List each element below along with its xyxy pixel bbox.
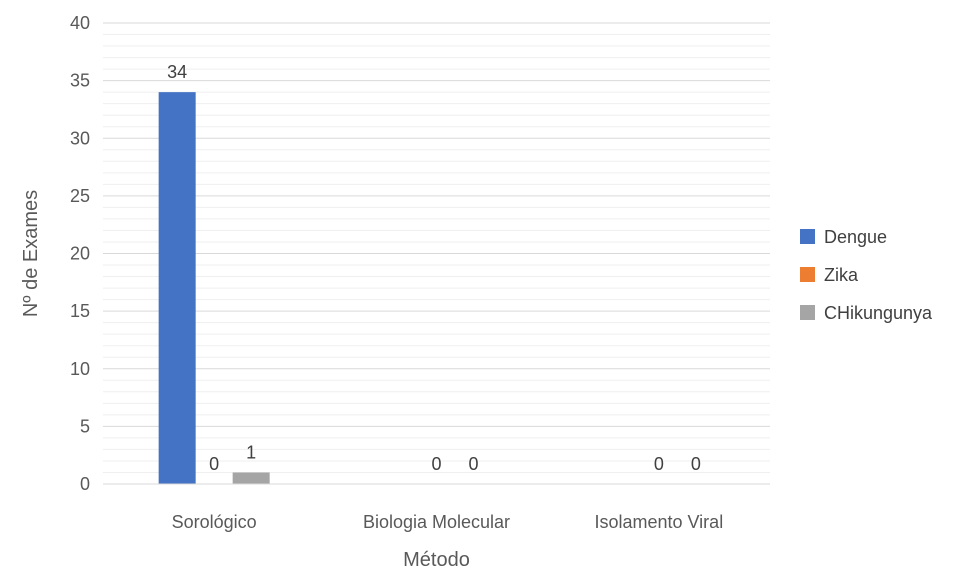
x-tick-label: Sorológico xyxy=(172,512,257,532)
y-tick-label: 20 xyxy=(70,244,90,264)
legend-label: CHikungunya xyxy=(824,303,933,323)
y-tick-label: 40 xyxy=(70,13,90,33)
data-label: 0 xyxy=(654,454,664,474)
data-label: 0 xyxy=(691,454,701,474)
y-tick-label: 10 xyxy=(70,359,90,379)
data-label: 1 xyxy=(246,442,256,462)
legend-label: Zika xyxy=(824,265,859,285)
legend-swatch-zika xyxy=(800,267,815,282)
bars xyxy=(158,92,270,485)
legend-swatch-dengue xyxy=(800,229,815,244)
y-tick-label: 25 xyxy=(70,186,90,206)
y-tick-label: 5 xyxy=(80,416,90,436)
y-axis-ticks: 0 5 10 15 20 25 30 35 40 xyxy=(70,13,90,494)
y-tick-label: 0 xyxy=(80,474,90,494)
y-tick-label: 35 xyxy=(70,71,90,91)
data-label: 0 xyxy=(209,454,219,474)
bar-dengue xyxy=(158,92,196,485)
x-axis-title: Método xyxy=(403,549,470,571)
legend: Dengue Zika CHikungunya xyxy=(800,227,933,323)
y-axis-title: Nº de Exames xyxy=(20,190,42,317)
x-tick-label: Isolamento Viral xyxy=(594,512,723,532)
legend-label: Dengue xyxy=(824,227,887,247)
x-tick-label: Biologia Molecular xyxy=(363,512,510,532)
legend-swatch-chikungunya xyxy=(800,305,815,320)
data-label: 0 xyxy=(431,454,441,474)
bar-chikungunya xyxy=(232,472,270,484)
data-labels: 34 0 1 0 0 0 0 xyxy=(167,62,701,474)
y-tick-label: 30 xyxy=(70,128,90,148)
gridlines xyxy=(103,22,770,473)
x-axis-ticks: Sorológico Biologia Molecular Isolamento V… xyxy=(172,512,724,532)
y-tick-label: 15 xyxy=(70,301,90,321)
data-label: 0 xyxy=(468,454,478,474)
data-label: 34 xyxy=(167,62,187,82)
